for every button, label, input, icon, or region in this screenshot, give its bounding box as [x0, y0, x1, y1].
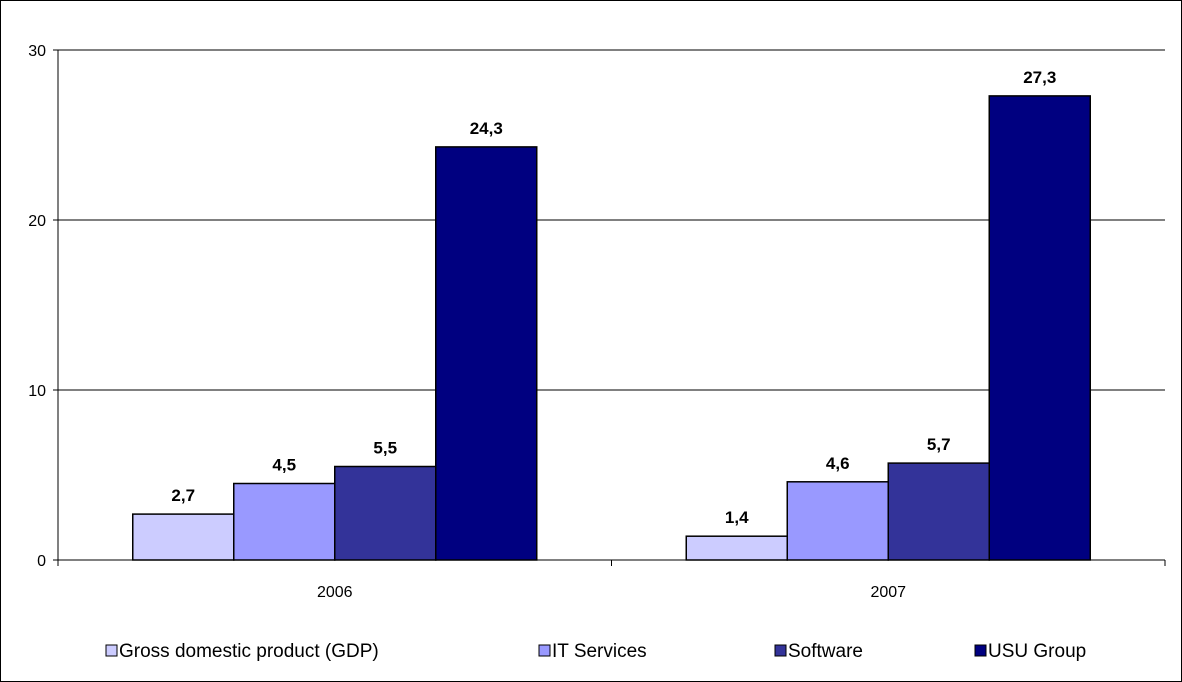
- bar-2006-1: [233, 482, 336, 561]
- legend-label-0: Gross domestic product (GDP): [119, 641, 379, 662]
- data-label-2007-3: 27,3: [1023, 68, 1056, 87]
- y-tick-label-0: 0: [37, 553, 46, 570]
- x-tick-label-2007: 2007: [870, 584, 906, 601]
- y-tick-label-30: 30: [28, 43, 46, 60]
- gridlines: [58, 49, 1165, 391]
- data-label-2006-2: 5,5: [373, 439, 397, 458]
- bar-2007-0: [685, 535, 788, 561]
- legend: Gross domestic product (GDP) IT Services S…: [105, 641, 1086, 662]
- bar-2006-0: [132, 513, 235, 561]
- bars: [132, 95, 1091, 561]
- data-label-2006-1: 4,5: [272, 456, 296, 475]
- bar-2006-3: [435, 146, 538, 561]
- y-tick-label-20: 20: [28, 213, 46, 230]
- bar-2007-1: [786, 481, 889, 561]
- y-tick-label-10: 10: [28, 383, 46, 400]
- legend-label-1: IT Services: [552, 641, 647, 662]
- data-label-2006-3: 24,3: [470, 119, 503, 138]
- bar-2007-2: [887, 462, 990, 561]
- legend-label-2: Software: [788, 641, 863, 662]
- data-label-2007-2: 5,7: [927, 435, 951, 454]
- bar-2007-3: [988, 95, 1091, 561]
- x-tick-label-2006: 2006: [317, 584, 353, 601]
- bar-2006-2: [334, 465, 437, 561]
- legend-swatch-0: [105, 644, 118, 657]
- data-labels: 2,7 4,5 5,5 24,3 1,4 4,6 5,7 27,3: [171, 68, 1056, 527]
- data-label-2007-1: 4,6: [826, 454, 850, 473]
- data-label-2006-0: 2,7: [171, 486, 195, 505]
- legend-label-3: USU Group: [988, 641, 1086, 662]
- legend-swatch-1: [538, 644, 551, 657]
- legend-swatch-3: [974, 644, 987, 657]
- legend-swatch-2: [774, 644, 787, 657]
- data-label-2007-0: 1,4: [725, 508, 749, 527]
- axes: 0 10 20 30 2006 2007: [28, 43, 1166, 601]
